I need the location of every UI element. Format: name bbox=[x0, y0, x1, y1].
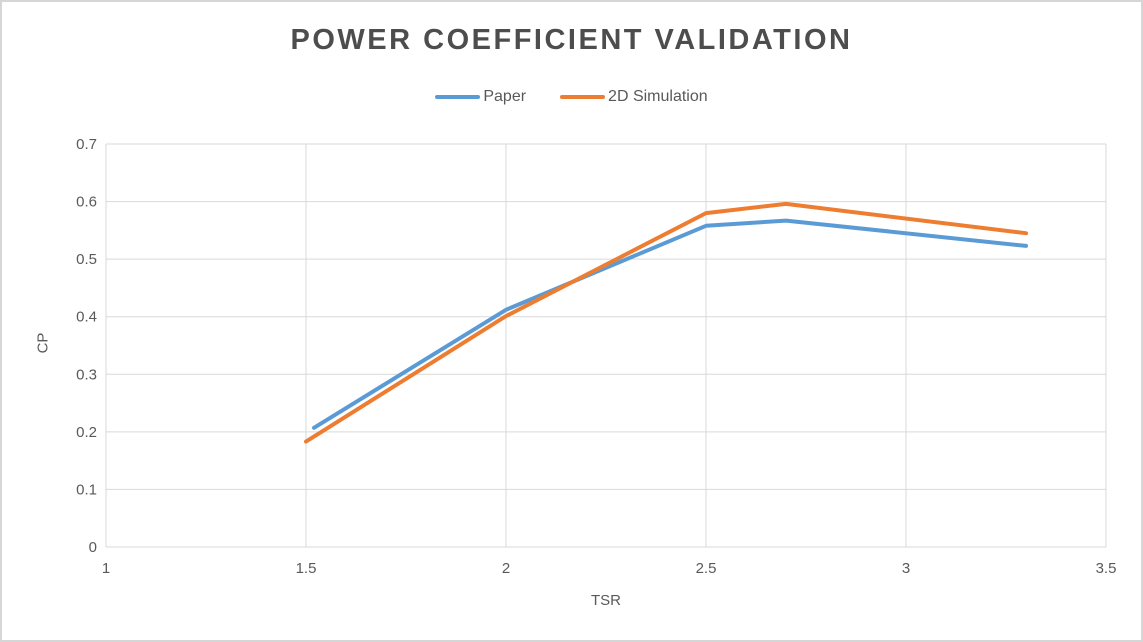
series-line-2d-simulation bbox=[304, 201, 1028, 444]
x-axis-title: TSR bbox=[591, 592, 621, 609]
x-tick-label: 1 bbox=[102, 560, 110, 577]
y-tick-label: 0 bbox=[89, 539, 97, 556]
chart-title: POWER COEFFICIENT VALIDATION bbox=[290, 24, 853, 56]
legend-swatch-icon bbox=[435, 95, 481, 99]
y-tick-label: 0.1 bbox=[76, 481, 97, 498]
x-tick-label: 2.5 bbox=[696, 560, 717, 577]
x-tick-label: 3.5 bbox=[1096, 560, 1117, 577]
legend-label: 2D Simulation bbox=[608, 88, 708, 105]
y-tick-label: 0.6 bbox=[76, 194, 97, 211]
y-tick-label: 0.2 bbox=[76, 424, 97, 441]
y-axis-title: CP bbox=[34, 332, 52, 354]
legend-item: 2D Simulation bbox=[560, 88, 708, 106]
x-tick-label: 2 bbox=[502, 560, 510, 577]
legend-label: Paper bbox=[483, 88, 527, 105]
y-tick-label: 0.5 bbox=[76, 251, 97, 268]
chart-legend: Paper 2D Simulation bbox=[2, 88, 1141, 106]
y-tick-label: 0.4 bbox=[76, 309, 97, 326]
x-tick-label: 3 bbox=[902, 560, 910, 577]
legend-swatch-icon bbox=[560, 95, 606, 99]
series-line-paper bbox=[312, 218, 1028, 430]
legend-item: Paper bbox=[435, 88, 526, 106]
x-tick-label: 1.5 bbox=[296, 560, 317, 577]
y-tick-label: 0.3 bbox=[76, 366, 97, 383]
y-tick-label: 0.7 bbox=[76, 136, 97, 153]
